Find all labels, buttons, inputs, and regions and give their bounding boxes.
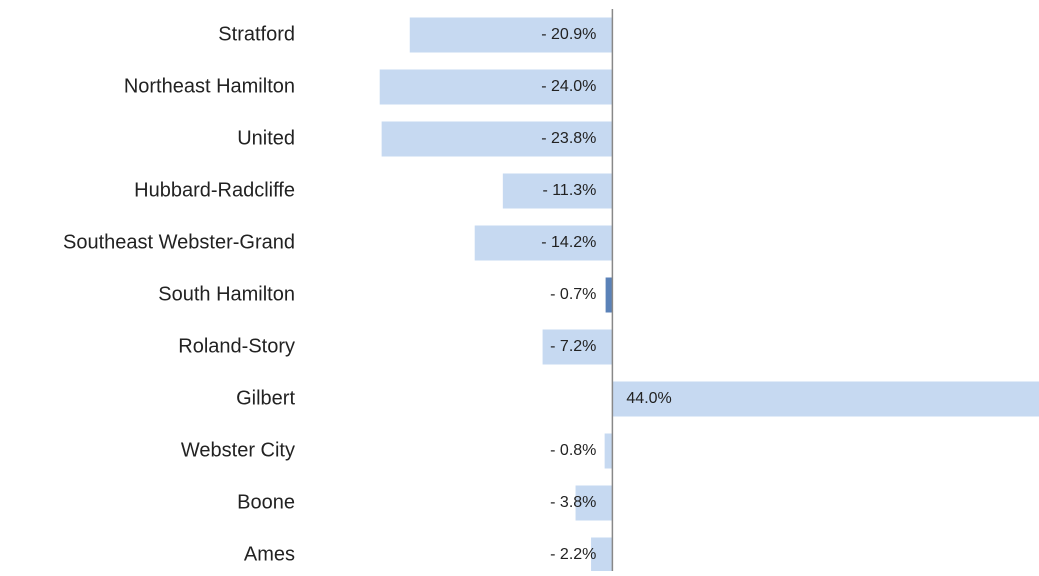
bar [542,329,613,365]
value-label: 44.0% [626,390,671,407]
category-label: Ames [244,543,295,565]
bar [612,381,1039,417]
value-label: - 2.2% [550,546,596,563]
value-label: - 11.3% [542,182,596,199]
value-label: - 3.8% [550,494,596,511]
category-label: Webster City [181,439,295,461]
bar [605,277,613,313]
value-label: - 23.8% [541,130,596,147]
value-label: - 20.9% [541,26,596,43]
category-label: South Hamilton [158,283,295,305]
category-label: United [237,127,295,149]
bar [381,121,613,157]
category-label: Northeast Hamilton [124,75,295,97]
value-label: - 24.0% [541,78,596,95]
value-label: - 7.2% [550,338,596,355]
bar [502,173,613,209]
bar [409,17,613,53]
value-label: - 0.8% [550,442,596,459]
category-label: Hubbard-Radcliffe [134,179,295,201]
bar [591,537,613,573]
bar [474,225,613,261]
bar [575,485,613,521]
category-label: Southeast Webster-Grand [63,231,295,253]
category-label: Gilbert [236,387,295,409]
value-label: - 14.2% [541,234,596,251]
bar [379,69,613,105]
category-label: Stratford [218,23,295,45]
category-label: Boone [237,491,295,513]
value-label: - 0.7% [550,286,596,303]
category-label: Roland-Story [178,335,295,357]
bar [604,433,613,469]
